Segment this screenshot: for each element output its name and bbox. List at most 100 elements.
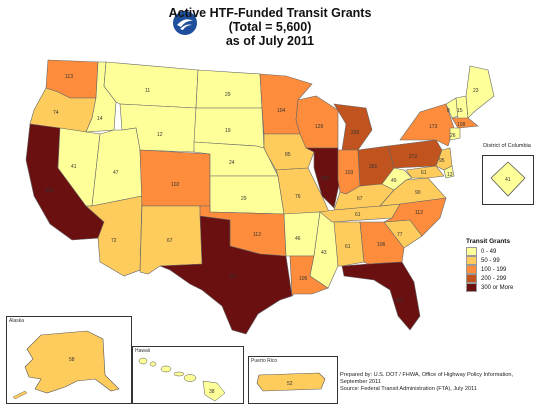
state-HI: [138, 357, 226, 402]
title-line-2: (Total = 5,600): [228, 20, 312, 34]
state-label-NE: 24: [229, 160, 235, 166]
title-line-1: Active HTF-Funded Transit Grants: [168, 6, 372, 20]
legend-item: 50 - 99: [466, 256, 513, 265]
title-line-3: as of July 2011: [225, 34, 315, 48]
state-label-WI: 129: [315, 124, 324, 130]
state-label-TN: 61: [355, 212, 361, 218]
legend-swatch: [466, 247, 477, 256]
state-PR: [256, 372, 326, 392]
state-label-HI: 38: [209, 389, 215, 395]
dc-inset-title: District of Columbia: [483, 143, 531, 149]
state-UT: [91, 127, 143, 207]
state-label-GA: 106: [377, 242, 386, 248]
state-label-OK: 112: [253, 232, 261, 238]
state-NY: [399, 103, 455, 147]
state-MA: [451, 117, 479, 129]
state-TX: [159, 215, 293, 335]
legend-swatch: [466, 274, 477, 283]
map-credits: Prepared by: U.S. DOT / FHWA, Office of …: [340, 372, 513, 393]
state-label-ME: 23: [473, 88, 479, 94]
state-label-AK: 58: [69, 357, 75, 363]
state-label-MI: 255: [351, 130, 360, 136]
legend-item: 0 - 49: [466, 247, 513, 256]
state-ND: [195, 69, 263, 109]
state-label-ND: 29: [225, 92, 231, 98]
legend-swatch: [466, 256, 477, 265]
state-DC: [490, 161, 526, 197]
dot-seal-icon: [173, 11, 197, 35]
hawaii-inset: Hawaii 38: [132, 346, 244, 404]
puerto-rico-inset: Puerto Rico 52: [248, 356, 338, 404]
state-label-IA: 85: [285, 152, 291, 158]
state-label-DE: 13: [447, 172, 453, 178]
state-label-AR: 46: [295, 236, 301, 242]
state-label-FL: 302: [395, 298, 404, 304]
legend-swatch: [466, 265, 477, 274]
state-label-CA: 410: [45, 188, 54, 194]
state-label-IL: 300: [321, 176, 330, 182]
legend-item: 300 or More: [466, 283, 513, 292]
state-label-WY: 12: [157, 132, 163, 138]
state-shapes: [25, 59, 495, 335]
state-label-KY: 67: [357, 196, 363, 202]
state-label-CO: 102: [171, 182, 180, 188]
legend-label: 100 - 199: [481, 266, 507, 273]
state-AL: [333, 221, 365, 267]
puerto-rico-inset-title: Puerto Rico: [251, 358, 278, 364]
legend-swatch: [466, 283, 477, 292]
state-label-KS: 29: [241, 196, 247, 202]
state-CO: [139, 149, 211, 207]
state-label-NY: 173: [429, 124, 438, 130]
state-KS: [209, 175, 285, 215]
state-label-MT: 11: [145, 88, 150, 94]
state-label-PR: 52: [287, 381, 293, 387]
dc-inset: 41: [482, 155, 534, 205]
state-label-MD: 61: [421, 170, 427, 176]
legend-item: 100 - 199: [466, 265, 513, 274]
state-label-OH: 261: [369, 164, 378, 170]
legend-label: 50 - 99: [481, 257, 500, 264]
legend-title: Transit Grants: [466, 238, 511, 245]
credit-line-3: Source: Federal Transit Administration (…: [340, 386, 477, 392]
hawaii-inset-title: Hawaii: [135, 348, 151, 354]
state-DE: [443, 165, 455, 179]
state-label-ID: 14: [97, 116, 103, 122]
state-label-TX: 317: [229, 274, 238, 280]
state-label-SD: 19: [225, 128, 231, 134]
state-ME: [465, 65, 495, 119]
state-MD: [405, 165, 445, 179]
state-CT: [449, 127, 461, 141]
state-label-MN: 104: [277, 108, 286, 114]
legend-label: 0 - 49: [481, 248, 497, 255]
state-label-SC: 77: [397, 232, 403, 238]
state-label-PA: 272: [409, 154, 418, 160]
state-AK: [24, 330, 120, 394]
state-label-UT: 47: [113, 170, 119, 176]
state-label-AZ: 72: [111, 238, 117, 244]
alaska-inset-title: Alaska: [9, 318, 25, 324]
state-label-VA: 90: [415, 190, 421, 196]
state-MI: [333, 103, 373, 151]
state-label-VT: 8: [447, 108, 450, 114]
credit-line-2: September 2011: [340, 379, 381, 385]
state-label-MS: 43: [321, 250, 327, 256]
state-label-NV: 41: [71, 164, 77, 170]
state-label-AL: 61: [345, 244, 351, 250]
state-label-NJ: 95: [439, 158, 445, 164]
state-value-labels: 113 74 410 41 14 11 12 47 72 102 67 29 19 24 29 112 317 1…: [45, 74, 479, 304]
state-label-WA: 113: [65, 74, 73, 80]
state-label-DC: 41: [505, 177, 511, 183]
legend-item: 200 - 299: [466, 274, 513, 283]
state-label-NC: 112: [415, 210, 423, 216]
state-label-IN: 103: [345, 170, 354, 176]
alaska-inset: Alaska 58: [6, 316, 132, 404]
state-label-CT: 26: [450, 133, 456, 139]
legend-label: 300 or More: [481, 284, 514, 291]
state-label-MO: 76: [295, 194, 301, 200]
state-label-MA: 108: [457, 122, 466, 128]
credit-line-1: Prepared by: U.S. DOT / FHWA, Office of …: [340, 372, 514, 378]
state-FL: [341, 261, 421, 331]
map-title: Active HTF-Funded Transit Grants (Total …: [0, 6, 540, 48]
state-label-NH: 15: [457, 108, 463, 114]
